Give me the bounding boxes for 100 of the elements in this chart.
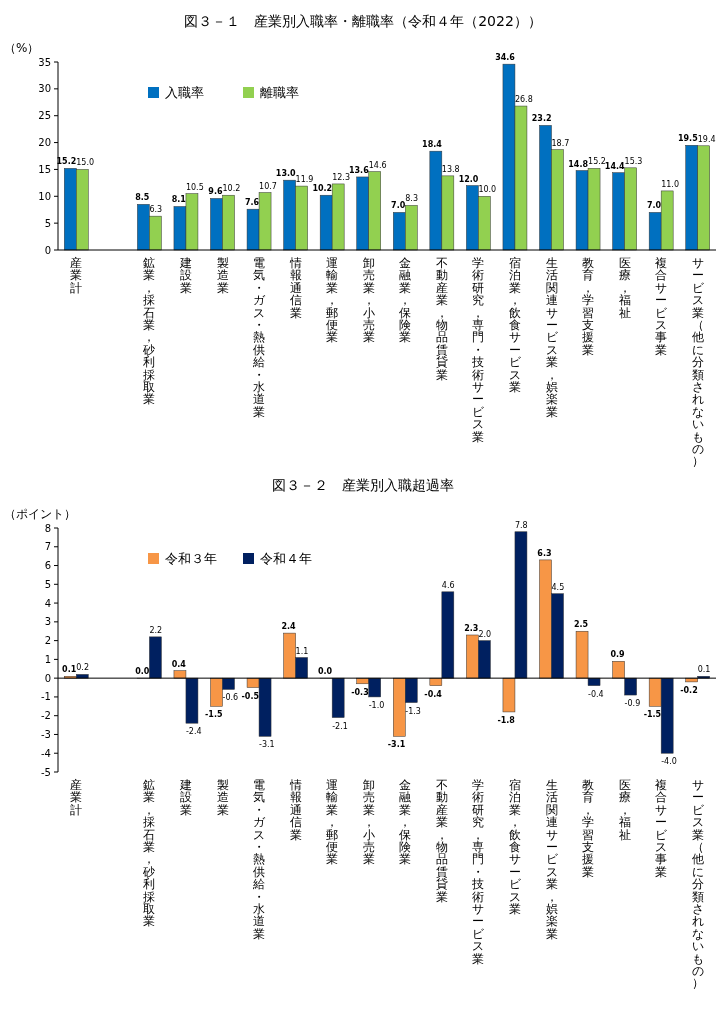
x-tick-label: 複合サービス事業 <box>655 256 669 357</box>
x-tick-label: 教育，学習支援業 <box>582 778 595 879</box>
y-tick-label: 10 <box>38 190 51 202</box>
y-tick-label: -2 <box>41 710 51 722</box>
data-label: 2.5 <box>573 620 589 630</box>
y-tick-label: 20 <box>38 137 51 149</box>
x-tick-label: 産業計 <box>70 778 83 817</box>
data-label: 18.4 <box>422 140 443 150</box>
y-axis-title: （%） <box>4 41 40 55</box>
data-label: -1.3 <box>405 706 421 716</box>
legend-label: 離職率 <box>260 85 299 100</box>
legend-label: 令和４年 <box>260 551 312 566</box>
data-label: 8.1 <box>171 195 187 205</box>
data-label: 9.6 <box>208 187 223 197</box>
data-label: 12.0 <box>458 174 479 184</box>
x-tick-label: 教育，学習支援業 <box>582 256 595 357</box>
category-label: 鉱業，採石業，砂利採取業 <box>143 778 156 929</box>
y-axis-title: （ポイント） <box>4 507 76 521</box>
data-label: 13.8 <box>441 164 460 174</box>
y-tick-label: -5 <box>41 766 51 778</box>
data-label: -0.3 <box>351 687 369 697</box>
data-label: -0.4 <box>588 689 604 699</box>
y-tick-label: 1 <box>44 653 51 665</box>
legend-label: 入職率 <box>165 85 204 100</box>
y-tick-label: 30 <box>38 83 51 95</box>
data-label: 15.2 <box>588 157 606 167</box>
y-tick-label: -1 <box>41 691 51 703</box>
data-label: 7.0 <box>646 201 662 211</box>
x-tick-label: 情報通信業 <box>288 256 302 320</box>
data-label: 7.0 <box>391 201 406 211</box>
data-label: 11.9 <box>295 175 314 185</box>
data-label: 4.6 <box>441 580 455 590</box>
data-label: -0.4 <box>424 689 443 699</box>
chart-title: 図３－１ 産業別入職率・離職率（令和４年（2022）） <box>184 13 542 29</box>
data-label: 34.6 <box>495 53 516 63</box>
data-label: -1.5 <box>643 710 662 720</box>
category-label: 鉱業，採石業，砂利採取業 <box>143 256 156 407</box>
y-tick-label: 0 <box>44 244 51 256</box>
y-tick-label: 4 <box>44 597 51 609</box>
category-label: 電気・ガス・熱供給・水道業 <box>253 778 266 941</box>
chart-title: 図３－２ 産業別入職超過率 <box>272 477 454 493</box>
data-label: -1.0 <box>368 700 385 710</box>
data-label: 2.2 <box>149 625 163 635</box>
y-tick-label: 35 <box>38 56 51 68</box>
data-label: 18.7 <box>551 138 570 148</box>
data-label: 15.2 <box>56 157 77 167</box>
x-tick-label: 製造業 <box>216 778 229 817</box>
y-tick-label: 6 <box>44 560 51 572</box>
data-label: 19.5 <box>677 134 699 144</box>
data-label: 14.6 <box>368 160 387 170</box>
y-tick-label: 25 <box>38 110 51 122</box>
legend-label: 令和３年 <box>165 551 217 566</box>
data-label: -2.1 <box>332 721 348 731</box>
data-label: 0.1 <box>697 665 711 675</box>
data-label: 0.2 <box>76 663 90 673</box>
x-tick-label: 建設業 <box>178 778 192 817</box>
y-tick-label: 8 <box>44 522 51 534</box>
x-tick-label: 卸売業，小売業 <box>362 256 375 345</box>
x-tick-label: 建設業 <box>178 256 192 295</box>
data-label: 0.0 <box>135 667 150 677</box>
y-tick-label: 7 <box>44 541 51 553</box>
data-label: -4.0 <box>661 757 677 767</box>
data-label: 14.4 <box>604 161 626 171</box>
data-label: 15.0 <box>76 158 95 168</box>
data-label: 10.7 <box>259 181 277 191</box>
y-tick-label: 0 <box>44 672 51 684</box>
data-label: 10.5 <box>185 182 204 192</box>
data-label: 0.1 <box>62 665 77 675</box>
data-label: 10.2 <box>222 184 241 194</box>
y-tick-label: 15 <box>38 163 51 175</box>
data-label: 7.8 <box>514 520 528 530</box>
category-label: 学術研究，専門・技術サービス業 <box>472 778 485 966</box>
x-tick-label: 医療，福祉 <box>618 256 631 320</box>
data-label: 19.4 <box>697 134 716 144</box>
data-label: 8.3 <box>405 194 419 204</box>
data-label: 6.3 <box>537 548 552 558</box>
category-label: 不動産業，物品賃貸業 <box>435 778 448 904</box>
data-label: 0.4 <box>171 659 187 669</box>
x-tick-label: 金融業，保険業 <box>399 778 412 867</box>
data-label: 2.3 <box>464 623 479 633</box>
data-label: -0.9 <box>624 699 641 709</box>
x-tick-label: 産業計 <box>70 256 83 295</box>
y-tick-label: 5 <box>44 217 51 229</box>
x-tick-label: 医療，福祉 <box>618 778 631 842</box>
y-tick-label: 5 <box>44 578 51 590</box>
data-label: -2.4 <box>185 727 202 737</box>
y-tick-label: -4 <box>41 747 51 759</box>
data-label: -0.5 <box>241 691 260 701</box>
data-label: -3.1 <box>259 740 275 750</box>
data-label: 0.0 <box>317 667 333 677</box>
data-label: 6.3 <box>149 205 163 215</box>
data-label: 0.9 <box>610 650 626 660</box>
y-tick-label: 3 <box>44 616 51 628</box>
data-label: 10.2 <box>312 184 333 194</box>
x-tick-label: 情報通信業 <box>288 778 302 842</box>
data-label: 11.0 <box>661 179 679 189</box>
data-label: -0.6 <box>222 693 239 703</box>
data-label: 7.6 <box>244 198 260 208</box>
data-label: 8.5 <box>135 193 150 203</box>
data-label: 1.1 <box>295 646 309 656</box>
